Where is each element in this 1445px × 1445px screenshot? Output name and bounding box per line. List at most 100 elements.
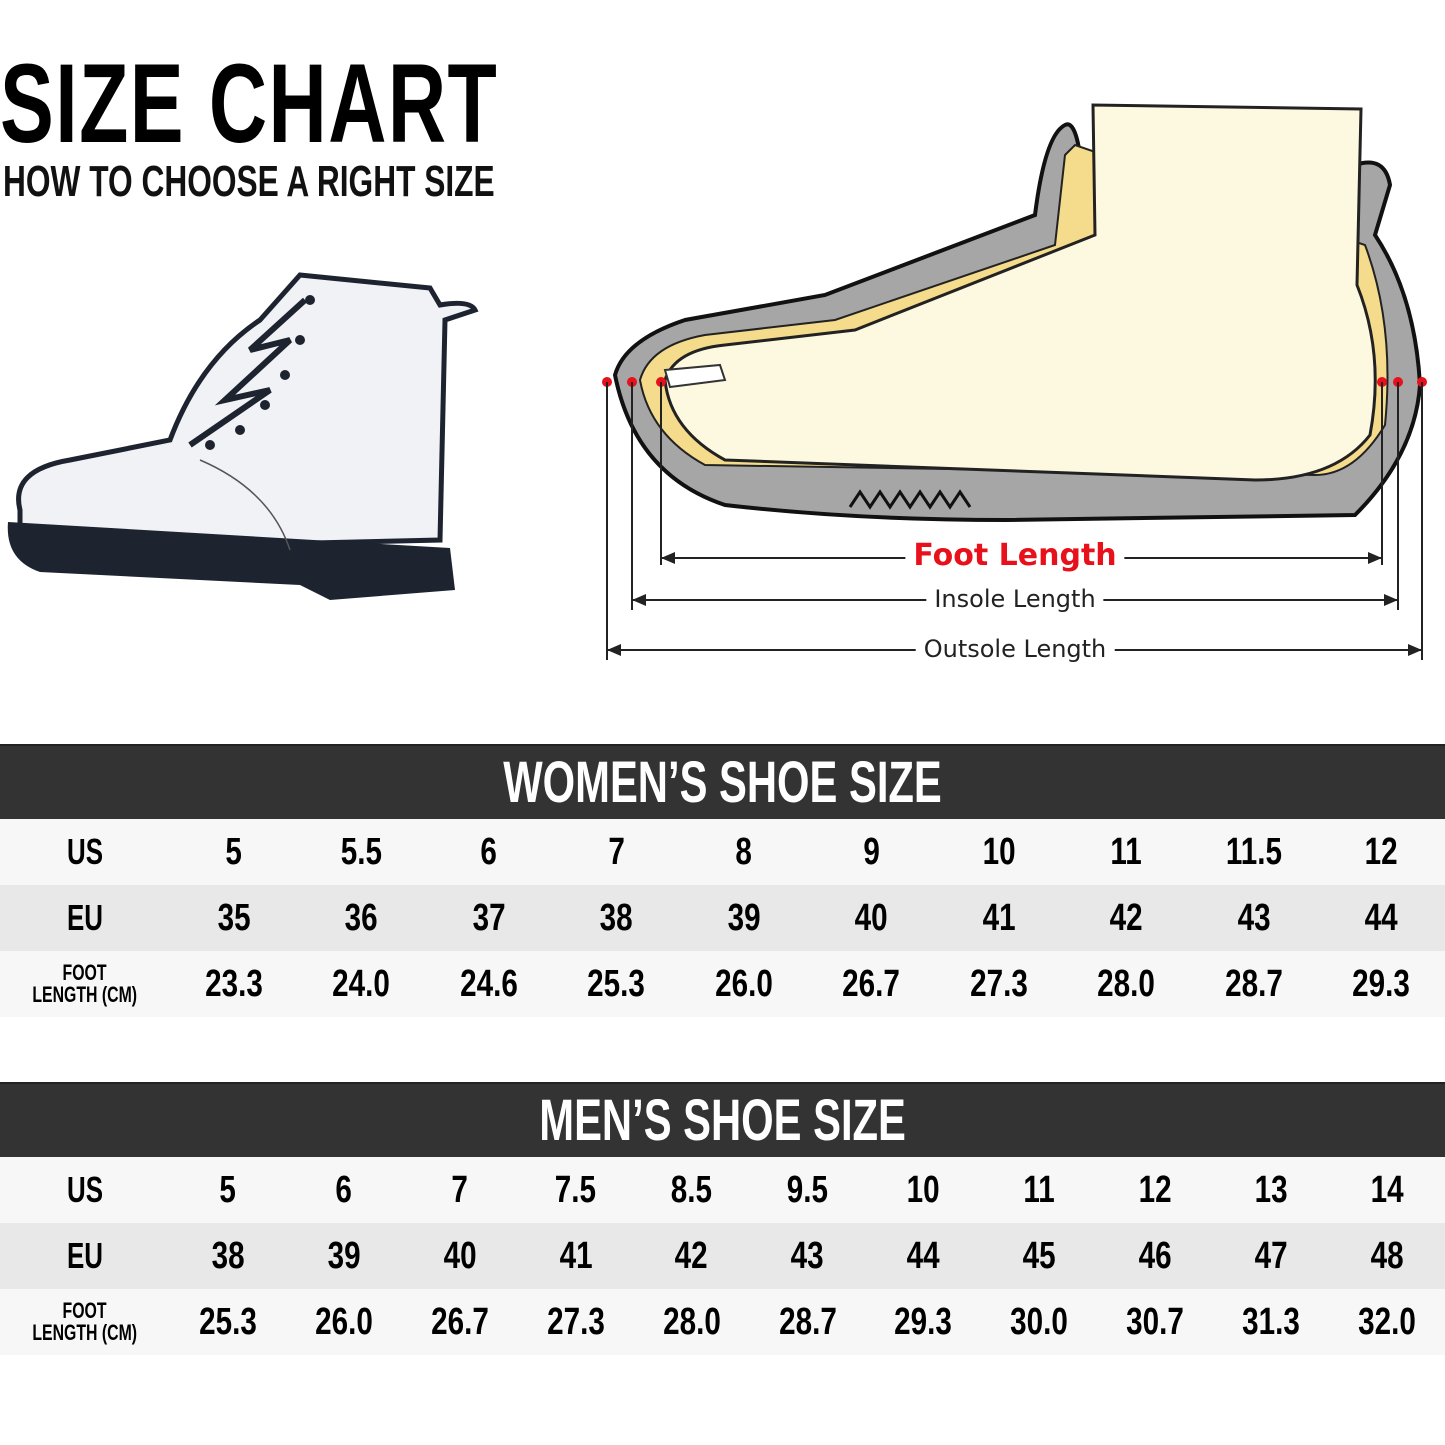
boot-image: [7, 272, 479, 600]
table-cell: 39: [286, 1235, 402, 1278]
cell-value: 27.3: [546, 1300, 605, 1343]
table-cell: 7: [402, 1169, 518, 1212]
table-cell: 28.0: [1063, 963, 1191, 1006]
table-cell: 31.3: [1213, 1301, 1329, 1344]
table-cell: 42: [1063, 897, 1191, 940]
table-cell: 42: [634, 1235, 750, 1278]
table-cell: 25.3: [170, 1301, 286, 1344]
cell-value: 44: [1364, 896, 1398, 939]
table-cell: 7: [553, 831, 681, 874]
table-cell: 30.7: [1097, 1301, 1213, 1344]
cell-value: 7: [607, 830, 625, 873]
table-cell: 23.3: [170, 963, 298, 1006]
row-header: EU: [66, 1235, 103, 1276]
table-cell: 11: [981, 1169, 1097, 1212]
table-header: MEN’S SHOE SIZE: [0, 1082, 1445, 1157]
cell-value: 25.3: [587, 962, 646, 1005]
cell-value: 28.7: [1224, 962, 1283, 1005]
cell-value: 40: [443, 1234, 477, 1277]
cell-value: 5: [219, 1168, 237, 1211]
cell-value: 11: [1023, 1168, 1055, 1211]
cell-value: 28.0: [1097, 962, 1156, 1005]
cell-value: 8.5: [670, 1168, 713, 1211]
table-row-eu: EU 35 36 37 38 39 40 41 42 43 44: [0, 885, 1445, 951]
cell-value: 5.5: [340, 830, 382, 873]
cell-value: 45: [1022, 1234, 1056, 1277]
table-row-us: US 5 6 7 7.5 8.5 9.5 10 11 12 13 14: [0, 1157, 1445, 1223]
table-cell: 36: [298, 897, 426, 940]
row-header: EU: [66, 897, 103, 938]
table-cell: 47: [1213, 1235, 1329, 1278]
row-header: FOOT LENGTH (CM): [32, 960, 138, 1007]
cell-value: 42: [675, 1234, 709, 1277]
table-cell: 41: [518, 1235, 634, 1278]
cell-value: 29.3: [1352, 962, 1411, 1005]
cell-value: 7: [451, 1168, 469, 1211]
table-cell: 5: [170, 1169, 286, 1212]
table-cell: 48: [1329, 1235, 1445, 1278]
table-cell: 12: [1318, 831, 1445, 874]
page-subtitle: HOW TO CHOOSE A RIGHT SIZE: [3, 157, 495, 206]
table-cell: 10: [865, 1169, 981, 1212]
table-cell: 43: [750, 1235, 866, 1278]
table-cell: 14: [1329, 1169, 1445, 1212]
cell-value: 14: [1370, 1168, 1404, 1211]
cell-value: 28.7: [778, 1300, 837, 1343]
cell-value: 6: [335, 1168, 353, 1211]
row-header: US: [66, 1169, 103, 1210]
cell-value: 37: [472, 896, 506, 939]
table-cell: 39: [680, 897, 808, 940]
table-cell: 44: [865, 1235, 981, 1278]
table-cell: 30.0: [981, 1301, 1097, 1344]
table-cell: 40: [402, 1235, 518, 1278]
table-cell: 6: [425, 831, 553, 874]
table-cell: 44: [1318, 897, 1445, 940]
outsole-length-label: Outsole Length: [915, 635, 1115, 663]
cell-value: 35: [217, 896, 251, 939]
table-cell: 24.0: [298, 963, 426, 1006]
cell-value: 9: [862, 830, 880, 873]
table-cell: 28.7: [750, 1301, 866, 1344]
mens-size-table: MEN’S SHOE SIZE US 5 6 7 7.5 8.5 9.5 10 11 12 13 14…: [0, 1082, 1445, 1355]
table-cell: 43: [1190, 897, 1318, 940]
table-header: WOMEN’S SHOE SIZE: [0, 744, 1445, 819]
table-cell: 37: [425, 897, 553, 940]
cell-value: 13: [1254, 1168, 1288, 1211]
table-row-foot-length: FOOT LENGTH (CM) 23.3 24.0 24.6 25.3 26.0 26.7 2…: [0, 951, 1445, 1017]
table-row-foot-length: FOOT LENGTH (CM) 25.3 26.0 26.7 27.3 28.0 28.7 2…: [0, 1289, 1445, 1355]
cell-value: 40: [854, 896, 888, 939]
table-cell: 26.0: [680, 963, 808, 1006]
cell-value: 10: [982, 830, 1016, 873]
table-cell: 32.0: [1329, 1301, 1445, 1344]
cell-value: 11.5: [1225, 830, 1282, 873]
cell-value: 38: [599, 896, 633, 939]
cell-value: 23.3: [204, 962, 263, 1005]
table-cell: 29.3: [1318, 963, 1445, 1006]
cell-value: 26.7: [842, 962, 901, 1005]
cell-value: 11: [1110, 830, 1142, 873]
cell-value: 43: [790, 1234, 824, 1277]
cell-value: 8: [735, 830, 752, 873]
table-cell: 7.5: [518, 1169, 634, 1212]
table-cell: 9: [808, 831, 936, 874]
cell-value: 10: [906, 1168, 940, 1211]
cell-value: 31.3: [1242, 1300, 1300, 1343]
table-cell: 40: [808, 897, 936, 940]
cell-value: 26.0: [714, 962, 773, 1005]
table-cell: 25.3: [553, 963, 681, 1006]
cell-value: 38: [211, 1234, 245, 1277]
cell-value: 7.5: [555, 1168, 597, 1211]
cell-value: 27.3: [969, 962, 1028, 1005]
cell-value: 24.6: [459, 962, 518, 1005]
table-cell: 8.5: [634, 1169, 750, 1212]
table-cell: 9.5: [750, 1169, 866, 1212]
row-header: FOOT LENGTH (CM): [32, 1298, 138, 1345]
table-cell: 28.0: [634, 1301, 750, 1344]
table-cell: 11.5: [1190, 831, 1318, 874]
cell-value: 12: [1138, 1168, 1172, 1211]
cell-value: 26.7: [430, 1300, 489, 1343]
table-cell: 10: [935, 831, 1063, 874]
table-cell: 27.3: [518, 1301, 634, 1344]
cell-value: 25.3: [199, 1300, 257, 1343]
table-cell: 24.6: [425, 963, 553, 1006]
